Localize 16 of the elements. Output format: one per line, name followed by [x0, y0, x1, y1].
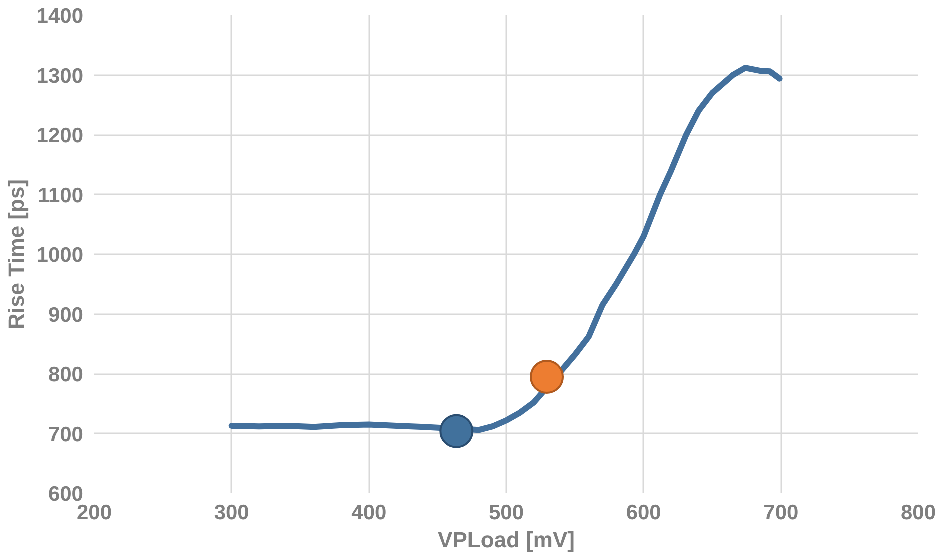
y-tick-label: 1000 [36, 244, 84, 267]
y-axis-title: Rise Time [ps] [4, 180, 29, 330]
y-tick-label: 700 [48, 423, 84, 446]
x-tick-label: 700 [764, 502, 799, 524]
y-tick-label: 1100 [38, 184, 84, 208]
x-tick-label: 400 [352, 502, 387, 524]
x-axis-title: VPLoad [mV] [438, 528, 575, 552]
y-tick-label: 1300 [36, 64, 84, 88]
x-tick-label: 500 [488, 502, 524, 524]
x-tick-label: 800 [900, 502, 936, 524]
y-tick-label: 800 [48, 364, 84, 386]
x-tick-label: 300 [214, 502, 250, 524]
y-tick-label: 900 [48, 304, 84, 327]
y-tick-label: 1200 [36, 124, 84, 148]
y-tick-label: 1400 [36, 5, 84, 28]
x-tick-label: 600 [626, 502, 662, 524]
